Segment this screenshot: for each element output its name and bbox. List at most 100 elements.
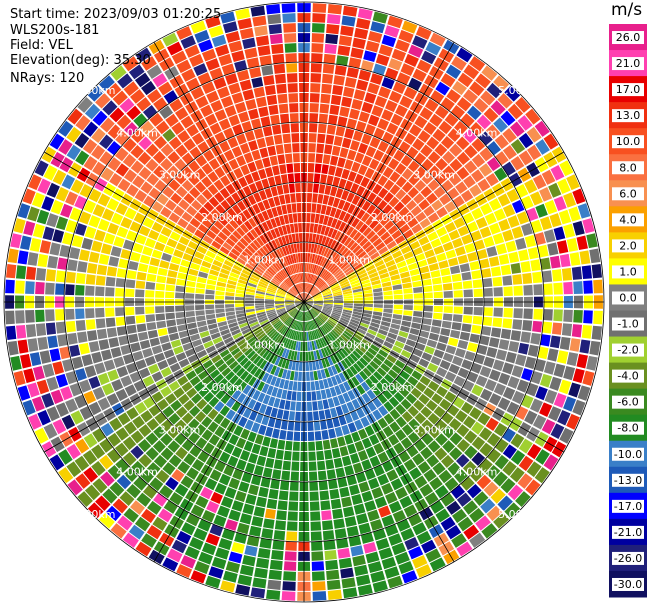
range-gate <box>356 209 366 220</box>
range-gate <box>512 319 523 330</box>
range-gate <box>399 325 410 333</box>
range-gate <box>420 144 433 158</box>
range-gate <box>511 226 524 239</box>
range-gate <box>494 167 508 182</box>
range-gate <box>322 63 335 74</box>
range-gate <box>329 207 337 218</box>
range-gate <box>369 158 380 170</box>
range-gate <box>486 246 498 258</box>
range-gate <box>502 362 514 375</box>
range-gate <box>363 293 373 298</box>
range-gate <box>331 229 338 239</box>
range-gate <box>453 290 463 298</box>
range-gate <box>339 319 349 326</box>
range-gate <box>559 160 574 177</box>
range-gate <box>518 132 534 149</box>
range-gate <box>502 386 516 400</box>
range-gate <box>378 187 389 199</box>
range-gate <box>506 188 520 203</box>
range-gate <box>505 351 517 364</box>
range-gate <box>305 273 308 283</box>
range-gate <box>393 289 403 295</box>
range-gate <box>331 313 340 319</box>
range-gate <box>412 348 424 358</box>
range-gate <box>372 195 383 207</box>
range-gate <box>553 363 566 378</box>
range-gate <box>553 196 567 211</box>
range-gate <box>328 280 338 287</box>
range-gate <box>456 151 471 166</box>
range-gate <box>455 347 466 358</box>
range-gate <box>563 309 573 323</box>
range-gate <box>320 246 327 256</box>
range-gate <box>337 116 348 127</box>
range-gate <box>387 225 399 235</box>
range-gate <box>471 207 484 220</box>
colorbar-tick-label: -2.0 <box>617 344 638 357</box>
range-gate <box>355 120 367 133</box>
range-gate <box>502 318 513 329</box>
range-gate <box>415 342 426 351</box>
range-gate <box>310 287 318 295</box>
range-gate <box>334 166 344 178</box>
range-gate <box>364 167 375 179</box>
range-gate <box>530 370 543 385</box>
range-gate <box>326 261 334 271</box>
range-gate <box>462 129 477 144</box>
range-gate <box>361 257 372 266</box>
range-gate <box>460 401 474 415</box>
range-gate <box>407 217 419 228</box>
range-gate <box>440 73 456 88</box>
range-gate <box>322 309 331 315</box>
range-gate <box>387 264 398 272</box>
range-gate <box>304 263 307 273</box>
range-gate <box>421 172 434 185</box>
range-gate <box>316 143 325 154</box>
range-gate <box>393 294 403 300</box>
range-gate <box>549 376 562 391</box>
range-gate <box>378 86 391 99</box>
range-gate <box>384 67 399 80</box>
range-gate <box>433 305 443 313</box>
range-gate <box>427 151 441 164</box>
range-gate <box>322 289 331 295</box>
range-gate <box>523 284 533 296</box>
range-gate <box>395 189 407 201</box>
range-gate <box>343 307 353 311</box>
range-gate <box>527 443 542 460</box>
range-gate <box>471 153 486 168</box>
range-gate <box>317 280 324 288</box>
range-gate <box>313 296 323 300</box>
range-gate <box>350 318 360 325</box>
range-gate <box>527 344 539 357</box>
range-gate <box>411 274 421 282</box>
range-gate <box>323 298 333 301</box>
range-gate <box>566 237 579 252</box>
range-gate <box>376 263 387 272</box>
range-gate <box>313 298 323 301</box>
range-gate <box>310 274 316 284</box>
range-gate <box>550 423 565 440</box>
range-gate <box>323 303 333 306</box>
range-gate <box>344 76 357 88</box>
range-gate <box>363 50 377 63</box>
range-gate <box>561 323 573 337</box>
range-gate <box>334 230 342 241</box>
range-gate <box>505 240 517 253</box>
range-gate <box>576 353 588 369</box>
range-gate <box>542 321 553 334</box>
range-gate <box>378 246 389 255</box>
range-gate <box>398 206 410 218</box>
range-gate <box>304 300 313 302</box>
range-gate <box>427 231 439 242</box>
range-gate <box>401 181 414 193</box>
range-gate <box>450 104 466 119</box>
range-gate <box>411 223 423 234</box>
range-gate <box>539 187 553 202</box>
range-gate <box>347 171 357 182</box>
range-gate <box>432 128 446 142</box>
range-gate <box>311 275 317 284</box>
range-gate <box>469 56 486 72</box>
range-gate <box>368 325 379 332</box>
range-gate <box>586 355 598 371</box>
